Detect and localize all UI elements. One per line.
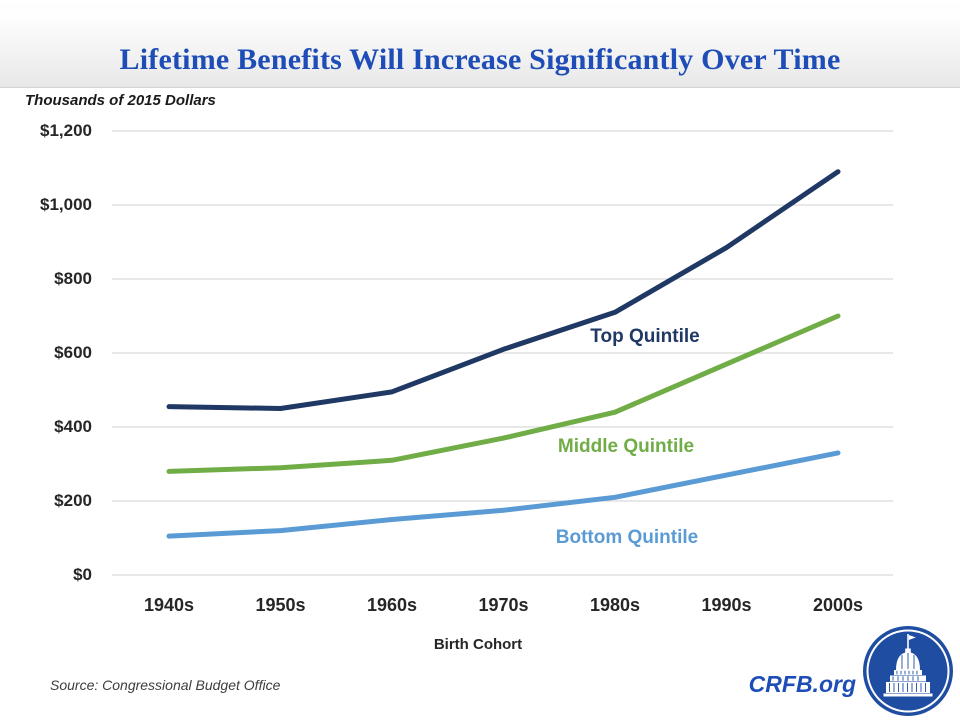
x-tick-label: 1960s [366,595,418,615]
y-tick-label: $800 [54,269,92,288]
y-tick-label: $400 [54,417,92,436]
series-label-top-quintile: Top Quintile [590,326,700,347]
x-tick-label: 1980s [589,595,641,615]
chart-title: Lifetime Benefits Will Increase Signific… [119,43,841,76]
crfb-brand-text: CRFB.org [748,671,856,697]
source-note: Source: Congressional Budget Office [50,677,281,693]
x-tick-label: 1940s [143,595,195,615]
x-axis-title: Birth Cohort [433,636,523,653]
y-tick-label: $200 [54,491,92,510]
y-tick-label: $0 [73,565,92,584]
x-tick-label: 1950s [255,595,306,615]
series-label-bottom-quintile: Bottom Quintile [555,527,699,548]
line-middle-quintile [166,313,841,474]
line-bottom-quintile [166,450,841,539]
series-label-middle-quintile: Middle Quintile [557,436,695,457]
line-top-quintile [166,169,841,411]
y-tick-label: $1,000 [40,195,92,214]
capitol-dome-logo-icon [863,626,953,716]
x-tick-label: 1990s [701,595,752,615]
y-tick-label: $600 [54,343,92,362]
y-axis-units-label: Thousands of 2015 Dollars [25,92,216,109]
slide-header: Lifetime Benefits Will Increase Signific… [0,0,960,88]
capitol-building [883,634,933,697]
x-tick-label: 2000s [812,595,864,615]
y-tick-label: $1,200 [40,121,92,140]
x-tick-label: 1970s [478,595,529,615]
